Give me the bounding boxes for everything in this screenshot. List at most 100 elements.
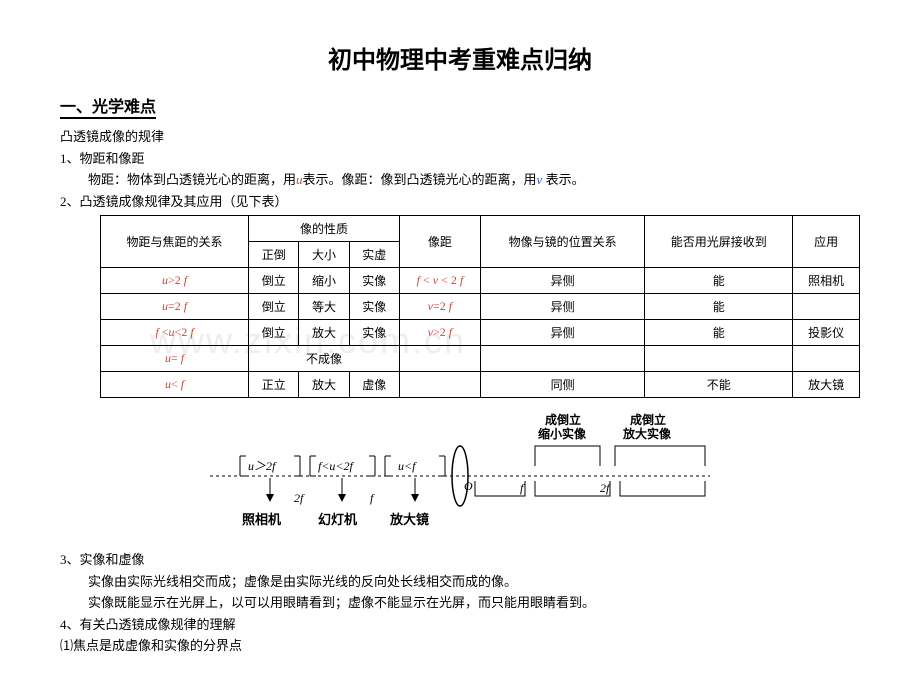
caption: 幻灯机 [318,512,357,527]
op: < [420,273,433,287]
caption: 放大镜 [389,512,429,527]
op: = [171,351,178,365]
op: >2 [168,273,181,287]
td: 缩小 [299,268,349,294]
td: 投影仪 [793,320,860,346]
text: 物距：物体到凸透镜光心的距离，用 [88,172,296,187]
label: u<f [398,459,417,473]
label: 成倒立 [630,412,666,427]
label: f [520,481,525,495]
bracket-icon [615,446,705,466]
td: 放大 [299,372,349,398]
item-3-line1: 实像由实际光线相交而成；虚像是由实际光线的反向处长线相交而成的像。 [88,572,860,592]
label: f [370,491,375,505]
bracket-icon [475,481,525,496]
td: 放大镜 [793,372,860,398]
item-2-label: 2、凸透镜成像规律及其应用（见下表） [60,192,860,212]
lens-table: 物距与焦距的关系 像的性质 像距 物像与镜的位置关系 能否用光屏接收到 应用 正… [100,215,860,398]
th: 物像与镜的位置关系 [480,216,644,268]
label-O: O [464,479,473,493]
th: 实虚 [349,242,399,268]
op: =2 [168,299,181,313]
item-4-label: 4、有关凸透镜成像规律的理解 [60,615,860,635]
td: 不成像 [249,346,400,372]
label: 成倒立 [545,412,581,427]
th: 大小 [299,242,349,268]
var: f [449,325,452,339]
op: >2 [433,325,449,339]
lens-diagram: O u＞2f f<u<2f u<f 2f f 照相机 幻灯机 放大镜 f 2f … [60,406,860,540]
table-row: u= f 不成像 [101,346,860,372]
op: =2 [433,299,449,313]
op: < 2 [438,273,460,287]
td: 照相机 [793,268,860,294]
var: f [178,377,184,391]
td: f <u<2 f [101,320,249,346]
lens-icon [452,446,468,506]
td: 能 [645,320,793,346]
var: f [181,273,187,287]
label: 2f [600,481,611,495]
td [793,346,860,372]
text: 表示。 [542,172,584,187]
region-box: u<f [385,456,445,476]
arrow-icon [266,478,274,502]
td [793,294,860,320]
td: 异侧 [480,268,644,294]
var: f [178,351,184,365]
var: f [449,299,452,313]
bracket-icon [535,481,610,496]
caption: 照相机 [242,512,281,527]
td: 异侧 [480,320,644,346]
bracket-icon [620,481,705,496]
label: 放大实像 [622,426,672,441]
item-1-label: 1、物距和像距 [60,149,860,169]
region-box: u＞2f [240,456,300,476]
td: 放大 [299,320,349,346]
th: 应用 [793,216,860,268]
td: v=2 f [399,294,480,320]
diagram-svg: O u＞2f f<u<2f u<f 2f f 照相机 幻灯机 放大镜 f 2f … [200,406,720,536]
var: f [190,325,193,339]
op: <2 [175,325,191,339]
table-row: u>2 f 倒立 缩小 实像 f < v < 2 f 异侧 能 照相机 [101,268,860,294]
page-title: 初中物理中考重难点归纳 [60,40,860,75]
td: u>2 f [101,268,249,294]
td: 实像 [349,268,399,294]
subheading: 凸透镜成像的规律 [60,127,860,147]
td: 能 [645,268,793,294]
table-row: u< f 正立 放大 虚像 同侧 不能 放大镜 [101,372,860,398]
table-row: 物距与焦距的关系 像的性质 像距 物像与镜的位置关系 能否用光屏接收到 应用 [101,216,860,242]
var: f [181,299,187,313]
item-4-sub1: ⑴焦点是成虚像和实像的分界点 [60,636,860,656]
item-1-text: 物距：物体到凸透镜光心的距离，用u表示。像距：像到凸透镜光心的距离，用v 表示。 [88,170,860,190]
td: 异侧 [480,294,644,320]
th: 正倒 [249,242,299,268]
td: u< f [101,372,249,398]
td [399,346,480,372]
var: f [460,273,463,287]
td: 倒立 [249,268,299,294]
td: 实像 [349,294,399,320]
item-3-line2: 实像既能显示在光屏上，以可以用眼睛看到；虚像不能显示在光屏，而只能用眼睛看到。 [88,593,860,613]
th: 像的性质 [249,216,400,242]
text: 表示。像距：像到凸透镜光心的距离，用 [303,172,537,187]
op: < [171,377,178,391]
th: 能否用光屏接收到 [645,216,793,268]
table-row: u=2 f 倒立 等大 实像 v=2 f 异侧 能 [101,294,860,320]
th: 物距与焦距的关系 [101,216,249,268]
td: 不能 [645,372,793,398]
th: 像距 [399,216,480,268]
td [480,346,644,372]
td [399,372,480,398]
op: < [159,325,169,339]
label: f<u<2f [318,459,355,473]
td: u= f [101,346,249,372]
table-row: f <u<2 f 倒立 放大 实像 v>2 f 异侧 能 投影仪 [101,320,860,346]
td: u=2 f [101,294,249,320]
label: 缩小实像 [538,426,587,441]
region-box: f<u<2f [310,456,375,476]
td [645,346,793,372]
td: 倒立 [249,320,299,346]
td: 同侧 [480,372,644,398]
